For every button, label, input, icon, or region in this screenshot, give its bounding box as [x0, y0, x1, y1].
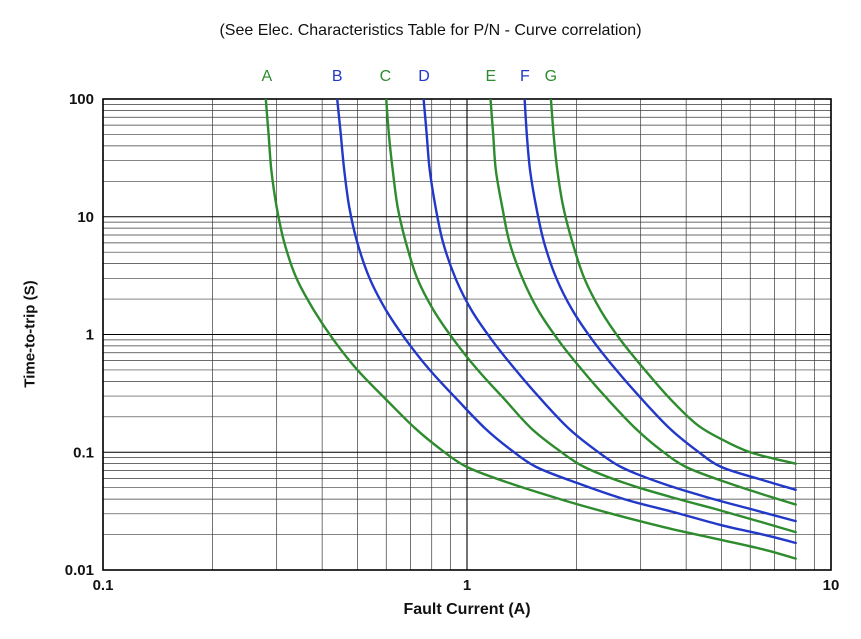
curve-label-D: D [418, 68, 430, 85]
curve-D [422, 99, 797, 523]
x-axis-title: Fault Current (A) [403, 601, 531, 618]
x-tick-label: 10 [823, 577, 840, 594]
curve-label-G: G [545, 68, 557, 85]
curve-F [523, 99, 797, 491]
chart-title: (See Elec. Characteristics Table for P/N… [219, 22, 642, 39]
curve-B [336, 99, 797, 545]
curve-G [549, 99, 797, 465]
plot-border [102, 98, 832, 571]
y-tick-label: 0.01 [65, 562, 94, 579]
y-tick-label: 10 [77, 209, 94, 226]
curve-label-F: F [520, 68, 530, 85]
curve-A [264, 99, 797, 560]
y-tick-label: 0.1 [73, 444, 94, 461]
curve-label-C: C [380, 68, 392, 85]
x-tick-label: 0.1 [93, 577, 114, 594]
x-tick-label: 1 [463, 577, 471, 594]
curve-E [489, 99, 797, 506]
y-tick-label: 100 [69, 91, 94, 108]
curve-label-A: A [262, 68, 273, 85]
y-tick-label: 1 [86, 327, 94, 344]
curve-label-E: E [486, 68, 497, 85]
curve-C [385, 99, 797, 534]
y-axis-title: Time-to-trip (S) [21, 280, 39, 388]
curve-label-B: B [332, 68, 343, 85]
